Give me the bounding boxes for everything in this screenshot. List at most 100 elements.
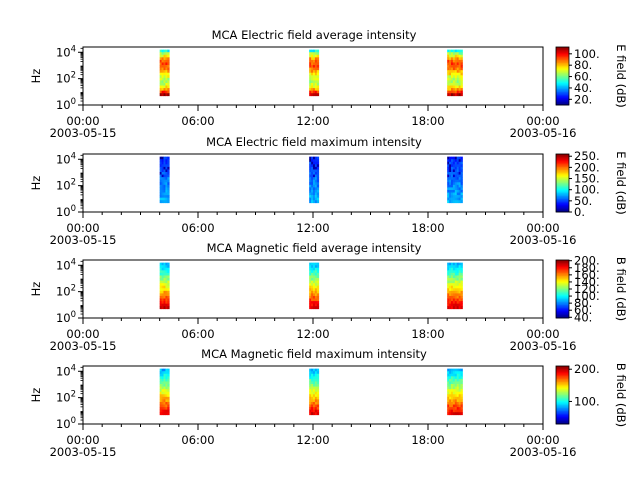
- colorbar-swatch: [556, 184, 569, 187]
- spectrogram-cell: [458, 288, 461, 292]
- spectrogram-cell: [447, 409, 450, 413]
- spectrogram-cell: [311, 391, 314, 395]
- spectrogram-cell: [449, 65, 452, 68]
- spectrogram-cell: [452, 303, 456, 307]
- spectrogram-cell: [314, 272, 318, 276]
- spectrogram-cell: [314, 52, 318, 56]
- colorbar-swatch: [556, 408, 569, 410]
- colorbar-label: E field (dB): [614, 151, 628, 215]
- spectrogram-cell: [452, 59, 456, 63]
- spectrogram-cell: [316, 290, 320, 294]
- spectrogram-cell: [314, 65, 318, 68]
- spectrogram-cell: [454, 301, 458, 304]
- colorbar-swatch: [556, 397, 569, 400]
- spectrogram-cell: [161, 59, 164, 63]
- spectrogram-cell: [311, 161, 314, 165]
- colorbar-swatch: [556, 278, 569, 281]
- spectrogram-cell: [456, 169, 460, 173]
- spectrogram-burst: [159, 262, 170, 310]
- spectrogram-cell: [454, 77, 458, 81]
- spectrogram-cell: [167, 172, 170, 175]
- spectrogram-cell: [161, 200, 164, 204]
- spectrogram-cell: [447, 93, 450, 97]
- x-date-label: 2003-05-16: [510, 126, 577, 140]
- colorbar-swatch: [556, 78, 569, 81]
- spectrogram-cell: [460, 67, 463, 71]
- spectrogram-cell: [159, 371, 162, 375]
- spectrogram-cell: [451, 187, 454, 191]
- colorbar-swatch: [556, 284, 569, 287]
- spectrogram-cell: [314, 389, 318, 393]
- spectrogram-cell: [311, 376, 314, 380]
- spectrogram-cell: [456, 290, 460, 294]
- spectrogram-cell: [165, 164, 168, 168]
- spectrogram-cell: [316, 75, 320, 79]
- colorbar-swatch: [556, 302, 569, 304]
- spectrogram-cell: [159, 283, 162, 287]
- colorbar-swatch: [556, 83, 569, 86]
- spectrogram-cell: [163, 401, 166, 405]
- colorbar-swatch: [556, 405, 569, 407]
- spectrogram-cell: [314, 301, 318, 304]
- spectrogram-cell: [159, 75, 162, 79]
- spectrogram-cell: [456, 200, 460, 204]
- spectrogram-cell: [447, 59, 450, 63]
- colorbar-swatch: [556, 380, 569, 383]
- spectrogram-cell: [167, 301, 170, 304]
- spectrogram-cell: [159, 82, 162, 86]
- spectrogram-cell: [449, 88, 452, 91]
- x-tick-label: 18:00: [411, 221, 444, 235]
- colorbar-swatch: [556, 84, 569, 87]
- spectrogram-cell: [460, 267, 463, 271]
- spectrogram-cell: [451, 384, 454, 387]
- spectrogram-cell: [313, 368, 316, 372]
- colorbar-tick-label: 20.: [574, 92, 592, 106]
- spectrogram-cell: [452, 156, 456, 160]
- spectrogram-cell: [316, 169, 320, 173]
- spectrogram-cell: [167, 195, 170, 198]
- spectrogram-cell: [163, 371, 166, 375]
- spectrogram-cell: [309, 82, 312, 86]
- spectrogram-burst: [159, 49, 170, 97]
- colorbar-frame: [555, 46, 570, 106]
- spectrogram-cell: [460, 394, 463, 398]
- colorbar-swatch: [556, 312, 569, 315]
- spectrogram-cell: [163, 265, 166, 269]
- spectrogram-cell: [165, 65, 168, 68]
- spectrogram-cell: [456, 368, 460, 372]
- colorbar-swatch: [556, 412, 569, 415]
- spectrogram-cell: [449, 62, 452, 66]
- spectrogram-cell: [447, 265, 450, 269]
- spectrogram-cell: [456, 177, 460, 181]
- spectrogram-cell: [159, 262, 162, 266]
- spectrogram-cell: [161, 409, 164, 413]
- colorbar-swatch: [556, 80, 569, 83]
- spectrogram-cell: [163, 156, 166, 160]
- spectrogram-cell: [309, 399, 312, 403]
- spectrogram-cell: [449, 368, 452, 372]
- spectrogram-cell: [456, 280, 460, 284]
- spectrogram-cell: [163, 159, 166, 163]
- spectrogram-cell: [159, 391, 162, 395]
- spectrogram-cell: [456, 386, 460, 390]
- spectrogram-cell: [165, 373, 168, 377]
- colorbar-tick-label: 100.: [574, 183, 600, 197]
- spectrogram-cell: [314, 72, 318, 76]
- spectrogram-cell: [456, 412, 460, 416]
- spectrogram-cell: [454, 49, 458, 53]
- spectrogram-cell: [460, 90, 463, 94]
- spectrogram-cell: [454, 179, 458, 183]
- spectrogram-cell: [165, 293, 168, 297]
- spectrogram-cell: [161, 399, 164, 403]
- spectrogram-cell: [309, 182, 312, 186]
- spectrogram-cell: [314, 303, 318, 307]
- spectrogram-cell: [313, 278, 316, 281]
- spectrogram-cell: [460, 381, 463, 385]
- spectrogram-cell: [452, 85, 456, 89]
- spectrogram-cell: [449, 90, 452, 94]
- spectrogram-cell: [449, 290, 452, 294]
- spectrogram-cell: [460, 200, 463, 204]
- spectrogram-cell: [309, 293, 312, 297]
- spectrogram-cell: [313, 384, 316, 387]
- spectrogram-cell: [449, 75, 452, 79]
